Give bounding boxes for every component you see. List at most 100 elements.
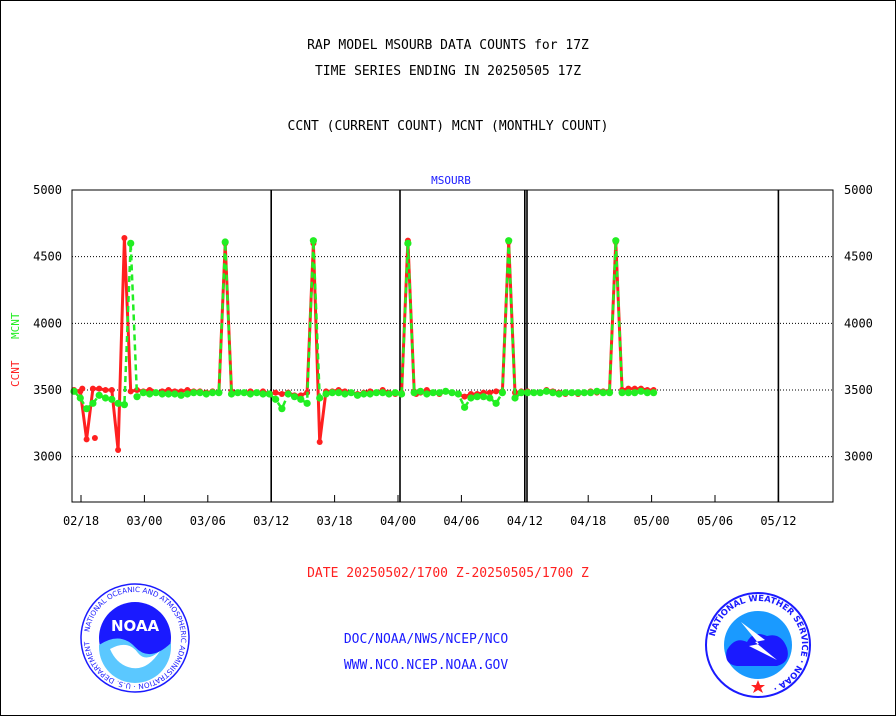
data-point-mcnt (404, 239, 412, 247)
data-point-mcnt (574, 389, 582, 397)
y-tick-label-right: 3000 (844, 450, 873, 464)
data-point-ccnt (108, 387, 115, 393)
grid-lines (72, 256, 833, 458)
data-point-mcnt (259, 390, 267, 398)
y-tick-label-right: 4000 (844, 316, 873, 330)
data-point-mcnt (290, 393, 299, 401)
data-point-mcnt (366, 390, 374, 398)
data-point-mcnt (89, 399, 97, 407)
y-tick-label-left: 4000 (33, 316, 62, 330)
plot-title: MSOURB (431, 174, 471, 187)
data-point-mcnt (139, 389, 147, 397)
data-point-mcnt (524, 389, 532, 397)
data-point-mcnt (309, 237, 317, 245)
footer-url: WWW.NCO.NCEP.NOAA.GOV (343, 658, 509, 673)
data-point-ccnt (115, 447, 122, 453)
y-tick-label-left: 4500 (33, 250, 62, 264)
data-point-mcnt (190, 389, 198, 397)
data-point-ccnt (79, 385, 86, 392)
y-axis-label-mcnt: MCNT (9, 312, 22, 339)
data-point-mcnt (423, 390, 431, 398)
data-point-mcnt (114, 399, 122, 407)
data-point-mcnt (297, 395, 305, 403)
data-point-mcnt (360, 390, 368, 398)
data-point-mcnt (517, 389, 525, 397)
data-point-mcnt (146, 390, 154, 398)
footer-org: DOC/NOAA/NWS/NCEP/NCO (343, 632, 509, 647)
data-point-mcnt (272, 395, 280, 403)
data-point-mcnt (120, 401, 128, 409)
data-point-mcnt (246, 390, 254, 398)
data-point-mcnt (479, 393, 488, 401)
data-point-mcnt (416, 387, 425, 395)
data-point-mcnt (448, 389, 456, 397)
data-point-mcnt (631, 389, 639, 397)
y-tick-label-right: 5000 (844, 183, 873, 197)
data-point-mcnt (398, 390, 406, 398)
data-point-mcnt (183, 390, 191, 398)
data-point-mcnt (650, 389, 658, 397)
data-point-mcnt (196, 389, 204, 397)
x-tick-label: 05/12 (760, 514, 796, 528)
data-point-mcnt (442, 387, 450, 395)
y-tick-label-left: 3500 (33, 383, 62, 397)
data-point-ccnt (272, 389, 279, 396)
data-point-mcnt (492, 399, 500, 407)
data-point-mcnt (83, 405, 91, 413)
data-point-mcnt (95, 391, 103, 399)
x-tick-label: 04/18 (570, 514, 606, 528)
axis-labels: 3000 3000 3500 3500 4000 4000 4500 4500 5000 5000… (33, 183, 873, 528)
data-point-mcnt (284, 390, 292, 398)
y-tick-label-left: 5000 (33, 183, 62, 197)
data-point-mcnt (108, 395, 116, 403)
data-point-mcnt (328, 389, 336, 397)
data-point-mcnt (171, 390, 179, 398)
data-point-mcnt (568, 389, 576, 397)
data-point-mcnt (158, 390, 166, 398)
data-point-mcnt (152, 389, 160, 397)
data-point-mcnt (215, 389, 223, 397)
data-point-mcnt (234, 389, 242, 397)
data-point-mcnt (454, 390, 462, 398)
data-point-mcnt (530, 389, 538, 397)
data-point-mcnt (461, 403, 469, 411)
data-point-ccnt (102, 387, 109, 393)
x-tick-label: 03/00 (126, 514, 162, 528)
data-point-mcnt (561, 389, 570, 397)
data-point-mcnt (511, 394, 519, 402)
data-point-mcnt (133, 393, 141, 401)
x-tick-label: 04/00 (380, 514, 416, 528)
x-tick-label: 05/06 (697, 514, 733, 528)
data-point-mcnt (580, 389, 588, 397)
data-point-mcnt (164, 390, 173, 398)
x-tick-label: 04/12 (507, 514, 543, 528)
y-axis-label: CCNT MCNT (9, 312, 22, 387)
data-point-mcnt (549, 389, 557, 397)
data-point-mcnt (612, 237, 620, 245)
data-point-mcnt (253, 389, 261, 397)
data-point-mcnt (335, 389, 343, 397)
data-point-mcnt (341, 390, 349, 398)
series-layer (70, 235, 658, 453)
x-tick-label: 04/06 (443, 514, 479, 528)
data-point-ccnt (91, 435, 98, 441)
data-point-ccnt (316, 439, 323, 445)
y-axis-label-ccnt: CCNT (9, 360, 22, 387)
data-point-ccnt (278, 391, 285, 397)
y-tick-label-right: 3500 (844, 383, 873, 397)
x-tick-label: 03/18 (317, 514, 353, 528)
data-point-mcnt (76, 394, 84, 402)
data-point-mcnt (643, 389, 651, 397)
data-point-ccnt (121, 235, 128, 241)
data-point-mcnt (593, 387, 601, 395)
data-point-mcnt (599, 389, 607, 397)
date-range-label: DATE 20250502/1700 Z-20250505/1700 Z (307, 566, 589, 581)
chart-title-line3: CCNT (CURRENT COUNT) MCNT (MONTHLY COUNT… (287, 119, 609, 134)
data-point-mcnt (536, 389, 544, 397)
data-point-mcnt (227, 390, 236, 398)
series-line-mcnt (73, 239, 654, 410)
data-point-mcnt (542, 387, 551, 395)
noaa-logo-text: NOAA (111, 617, 160, 635)
x-tick-label: 03/06 (190, 514, 226, 528)
x-tick-label: 02/18 (63, 514, 99, 528)
